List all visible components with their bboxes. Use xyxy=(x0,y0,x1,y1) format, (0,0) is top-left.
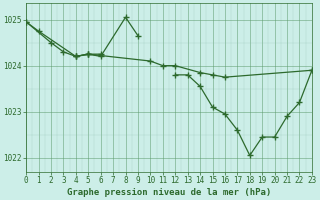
X-axis label: Graphe pression niveau de la mer (hPa): Graphe pression niveau de la mer (hPa) xyxy=(67,188,271,197)
